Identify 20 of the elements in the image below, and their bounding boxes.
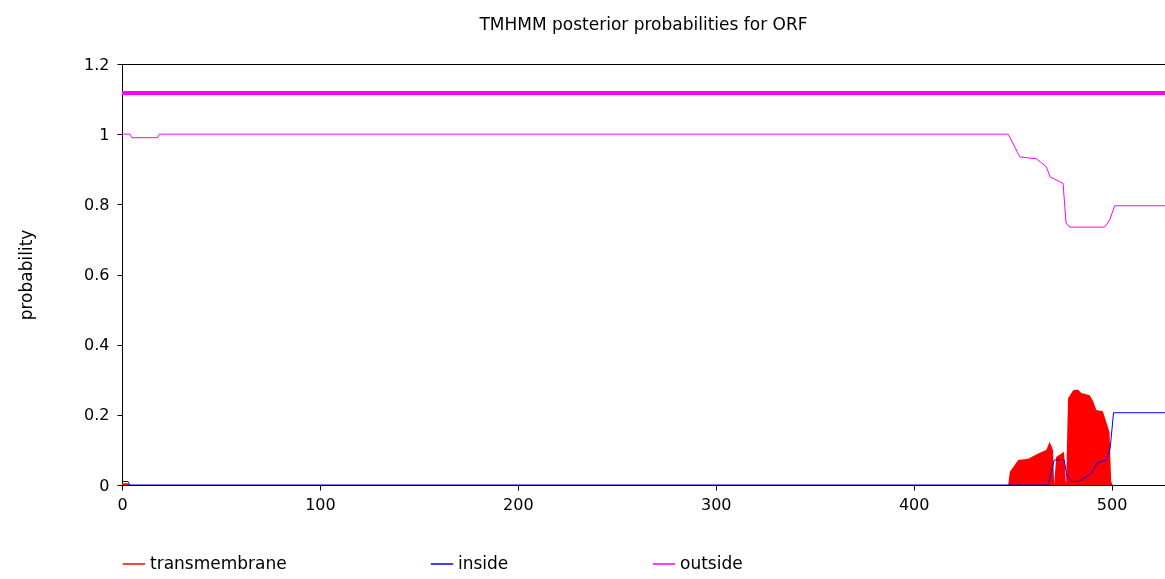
line-series bbox=[122, 412, 1165, 485]
y-axis-title: probability bbox=[16, 229, 37, 321]
x-tick-label: 400 bbox=[898, 494, 930, 514]
x-tick-label: 500 bbox=[1096, 494, 1128, 514]
y-tick-label: 0.4 bbox=[84, 335, 110, 355]
y-tick-label: 0.6 bbox=[84, 265, 110, 284]
legend-label: inside bbox=[458, 553, 509, 573]
chart-title: TMHMM posterior probabilities for ORF bbox=[478, 14, 808, 34]
y-tick-label: 1 bbox=[99, 124, 110, 144]
x-tick-label: 200 bbox=[503, 494, 534, 514]
y-tick-label: 1.2 bbox=[84, 54, 110, 74]
legend-label: transmembrane bbox=[150, 553, 287, 573]
y-tick-label: 0.2 bbox=[84, 405, 110, 425]
x-tick-label: 300 bbox=[700, 494, 732, 514]
line-series bbox=[122, 133, 1165, 228]
y-tick-label: 0.8 bbox=[84, 194, 110, 214]
legend-label: outside bbox=[680, 553, 743, 573]
x-tick-label: 0 bbox=[117, 494, 128, 514]
x-tick-label: 100 bbox=[305, 494, 336, 514]
y-tick-label: 0 bbox=[99, 475, 110, 495]
